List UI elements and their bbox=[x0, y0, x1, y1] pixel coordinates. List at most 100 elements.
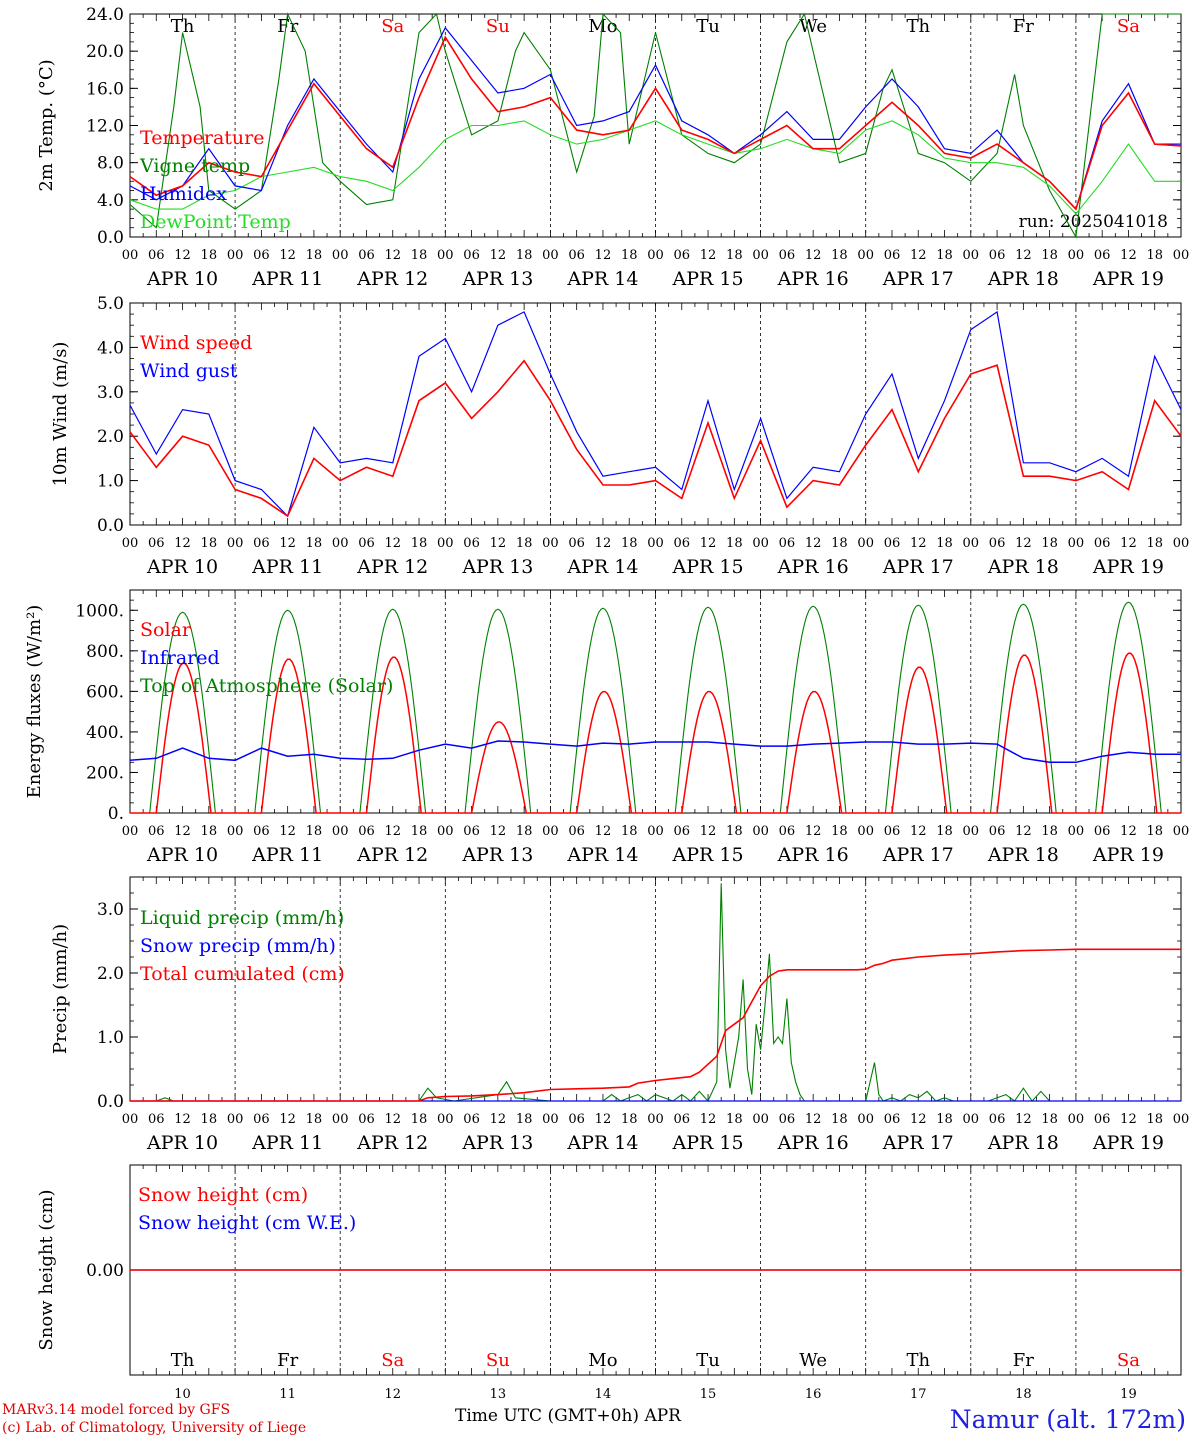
hour-tick-label: 06 bbox=[1094, 1112, 1111, 1127]
day-name-label: Tu bbox=[696, 16, 720, 37]
date-label: APR 10 bbox=[146, 844, 218, 866]
y-tick-label: 0.0 bbox=[97, 1092, 124, 1112]
y-tick-label: 16.0 bbox=[86, 79, 124, 99]
hour-tick-label: 12 bbox=[1015, 824, 1032, 839]
hour-tick-label: 18 bbox=[516, 536, 533, 551]
hour-tick-label: 12 bbox=[174, 824, 191, 839]
date-label: APR 18 bbox=[987, 1132, 1059, 1154]
hour-tick-label: 06 bbox=[884, 536, 901, 551]
dewpoint-line bbox=[129, 120, 1181, 215]
hour-tick-label: 18 bbox=[201, 536, 218, 551]
hour-tick-label: 12 bbox=[805, 248, 822, 263]
hour-tick-label: 06 bbox=[674, 1112, 691, 1127]
hour-tick-label: 06 bbox=[674, 248, 691, 263]
date-label: APR 15 bbox=[672, 268, 744, 290]
hour-tick-label: 12 bbox=[595, 824, 612, 839]
temperature-line bbox=[129, 35, 1182, 211]
hour-tick-label: 12 bbox=[1015, 248, 1032, 263]
hour-tick-label: 06 bbox=[779, 248, 796, 263]
hour-tick-label: 06 bbox=[568, 248, 585, 263]
hour-tick-label: 00 bbox=[437, 536, 454, 551]
hour-tick-label: 18 bbox=[411, 1112, 428, 1127]
y-tick-label: 20.0 bbox=[86, 42, 124, 62]
day-name-label: Sa bbox=[381, 1350, 404, 1371]
hour-tick-label: 12 bbox=[174, 536, 191, 551]
date-label: APR 19 bbox=[1092, 1132, 1164, 1154]
y-tick-label: 2.0 bbox=[97, 427, 124, 447]
hour-tick-label: 18 bbox=[306, 1112, 323, 1127]
hour-tick-label: 06 bbox=[148, 248, 165, 263]
date-label: APR 19 bbox=[1092, 268, 1164, 290]
hour-tick-label: 00 bbox=[332, 1112, 349, 1127]
date-label: APR 18 bbox=[987, 268, 1059, 290]
hour-tick-label: 12 bbox=[910, 248, 927, 263]
date-label: APR 10 bbox=[146, 268, 218, 290]
hour-tick-label: 00 bbox=[437, 248, 454, 263]
y-tick-label: 5.0 bbox=[97, 294, 124, 314]
day-name-label: Sa bbox=[381, 16, 404, 37]
station-name: Namur (alt. 172m) bbox=[949, 1405, 1186, 1434]
date-label: APR 16 bbox=[777, 556, 849, 578]
day-name-label: Th bbox=[906, 1350, 930, 1371]
date-label: APR 15 bbox=[672, 556, 744, 578]
hour-tick-label: 00 bbox=[1068, 1112, 1085, 1127]
hour-tick-label: 18 bbox=[1146, 824, 1163, 839]
hour-tick-label: 00 bbox=[647, 248, 664, 263]
hour-tick-label: 12 bbox=[595, 536, 612, 551]
hour-tick-label: 18 bbox=[1146, 248, 1163, 263]
day-name-label: Fr bbox=[277, 1350, 298, 1371]
solar-line bbox=[130, 652, 1181, 814]
hour-tick-label: 06 bbox=[884, 1112, 901, 1127]
hour-tick-label: 06 bbox=[989, 248, 1006, 263]
hour-tick-label: 12 bbox=[1015, 536, 1032, 551]
day-name-label: We bbox=[799, 1350, 827, 1371]
hour-tick-label: 12 bbox=[700, 1112, 717, 1127]
legend-entry: DewPoint Temp bbox=[140, 211, 291, 233]
y-tick-label: 0.0 bbox=[97, 228, 124, 248]
y-tick-label: 400. bbox=[86, 723, 124, 743]
hour-tick-label: 00 bbox=[227, 824, 244, 839]
day-name-label: We bbox=[799, 16, 827, 37]
date-label: APR 12 bbox=[356, 556, 428, 578]
hour-tick-label: 12 bbox=[1120, 248, 1137, 263]
date-label: APR 18 bbox=[987, 844, 1059, 866]
day-name-label: Su bbox=[486, 1350, 510, 1371]
legend-entry: Humidex bbox=[140, 183, 227, 205]
hour-tick-label: 00 bbox=[1068, 824, 1085, 839]
hour-tick-label: 18 bbox=[201, 1112, 218, 1127]
legend-entry: Liquid precip (mm/h) bbox=[140, 907, 344, 929]
hour-tick-label: 06 bbox=[253, 536, 270, 551]
hour-tick-label: 06 bbox=[779, 536, 796, 551]
hour-tick-label: 06 bbox=[463, 1112, 480, 1127]
day-name-label: Fr bbox=[1013, 16, 1034, 37]
hour-tick-label: 00 bbox=[963, 536, 980, 551]
hour-tick-label: 12 bbox=[174, 248, 191, 263]
day-number-label: 17 bbox=[910, 1387, 927, 1402]
run-annotation: run: 2025041018 bbox=[1019, 212, 1168, 232]
hour-tick-label: 00 bbox=[542, 248, 559, 263]
hour-tick-label: 12 bbox=[805, 1112, 822, 1127]
day-number-label: 18 bbox=[1015, 1387, 1032, 1402]
hour-tick-label: 00 bbox=[963, 824, 980, 839]
hour-tick-label: 18 bbox=[621, 824, 638, 839]
date-label: APR 13 bbox=[461, 268, 533, 290]
hour-tick-label: 00 bbox=[542, 824, 559, 839]
legend-entry: Snow height (cm W.E.) bbox=[138, 1212, 356, 1234]
hour-tick-label: 06 bbox=[463, 248, 480, 263]
hour-tick-label: 18 bbox=[306, 824, 323, 839]
hour-tick-label: 12 bbox=[490, 248, 507, 263]
hour-tick-label: 12 bbox=[595, 1112, 612, 1127]
hour-tick-label: 18 bbox=[1041, 1112, 1058, 1127]
hour-tick-label: 18 bbox=[726, 1112, 743, 1127]
hour-tick-label: 18 bbox=[621, 1112, 638, 1127]
panel-3: 0. 200. 400. 600. 800. 1000. Energy fluxes (W/… bbox=[24, 589, 1189, 866]
hour-tick-label: 12 bbox=[384, 248, 401, 263]
day-name-label: Mo bbox=[588, 1350, 617, 1371]
hour-tick-label: 00 bbox=[752, 824, 769, 839]
infrared-line bbox=[129, 740, 1181, 764]
hour-tick-label: 18 bbox=[621, 536, 638, 551]
wind-speed-line bbox=[129, 359, 1182, 518]
date-label: APR 16 bbox=[777, 844, 849, 866]
y-tick-label: 800. bbox=[86, 642, 124, 662]
